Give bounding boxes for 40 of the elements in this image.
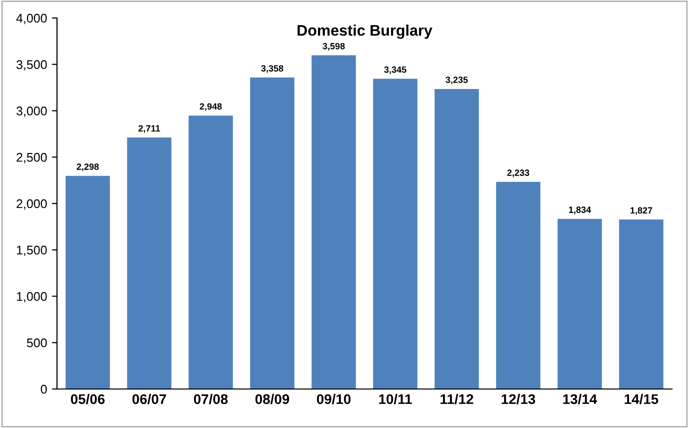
data-label: 2,233: [507, 170, 530, 178]
y-tick-label: 2,000: [16, 199, 47, 210]
y-tick-label: 1,000: [16, 292, 47, 302]
bar: [434, 88, 479, 389]
data-label: 2,948: [200, 103, 222, 111]
y-tick-label: 500: [26, 338, 47, 348]
x-tick-label: 08/09: [255, 394, 290, 404]
bar: [127, 138, 172, 389]
bar: [373, 78, 418, 389]
x-tick-label: 10/11: [379, 394, 412, 404]
data-label: 2,711: [138, 125, 160, 133]
bar: [619, 220, 664, 389]
data-label: 3,358: [261, 65, 284, 73]
data-label: 1,834: [569, 206, 591, 214]
y-tick-label: 2,500: [16, 152, 47, 164]
x-tick-label: 09/10: [316, 394, 351, 404]
bar: [250, 78, 294, 389]
data-label: 3,235: [446, 76, 468, 84]
y-tick-label: 3,500: [16, 60, 47, 71]
x-tick-label: 07/08: [194, 394, 228, 404]
x-tick-label: 06/07: [132, 394, 166, 404]
y-tick-label: 4,000: [16, 14, 47, 24]
x-tick-label: 13/14: [563, 394, 598, 404]
chart-title: Domestic Burglary: [298, 24, 432, 39]
x-tick-label: 14/15: [624, 394, 658, 404]
y-tick-label: 3,000: [16, 106, 47, 117]
y-tick-label: 0: [40, 384, 47, 394]
data-label: 3,345: [384, 66, 406, 74]
data-label: 1,827: [630, 207, 652, 215]
bar: [312, 55, 356, 389]
data-label: 3,598: [322, 42, 345, 51]
bar: [66, 176, 110, 389]
x-tick-label: 12/13: [502, 394, 536, 404]
x-tick-label: 11/12: [440, 394, 474, 404]
x-tick-label: 05/06: [70, 394, 105, 404]
data-label: 2,298: [76, 164, 99, 172]
bar: [558, 218, 602, 389]
bar: [188, 116, 233, 389]
bar: [496, 182, 540, 389]
y-tick-label: 1,500: [16, 246, 47, 256]
